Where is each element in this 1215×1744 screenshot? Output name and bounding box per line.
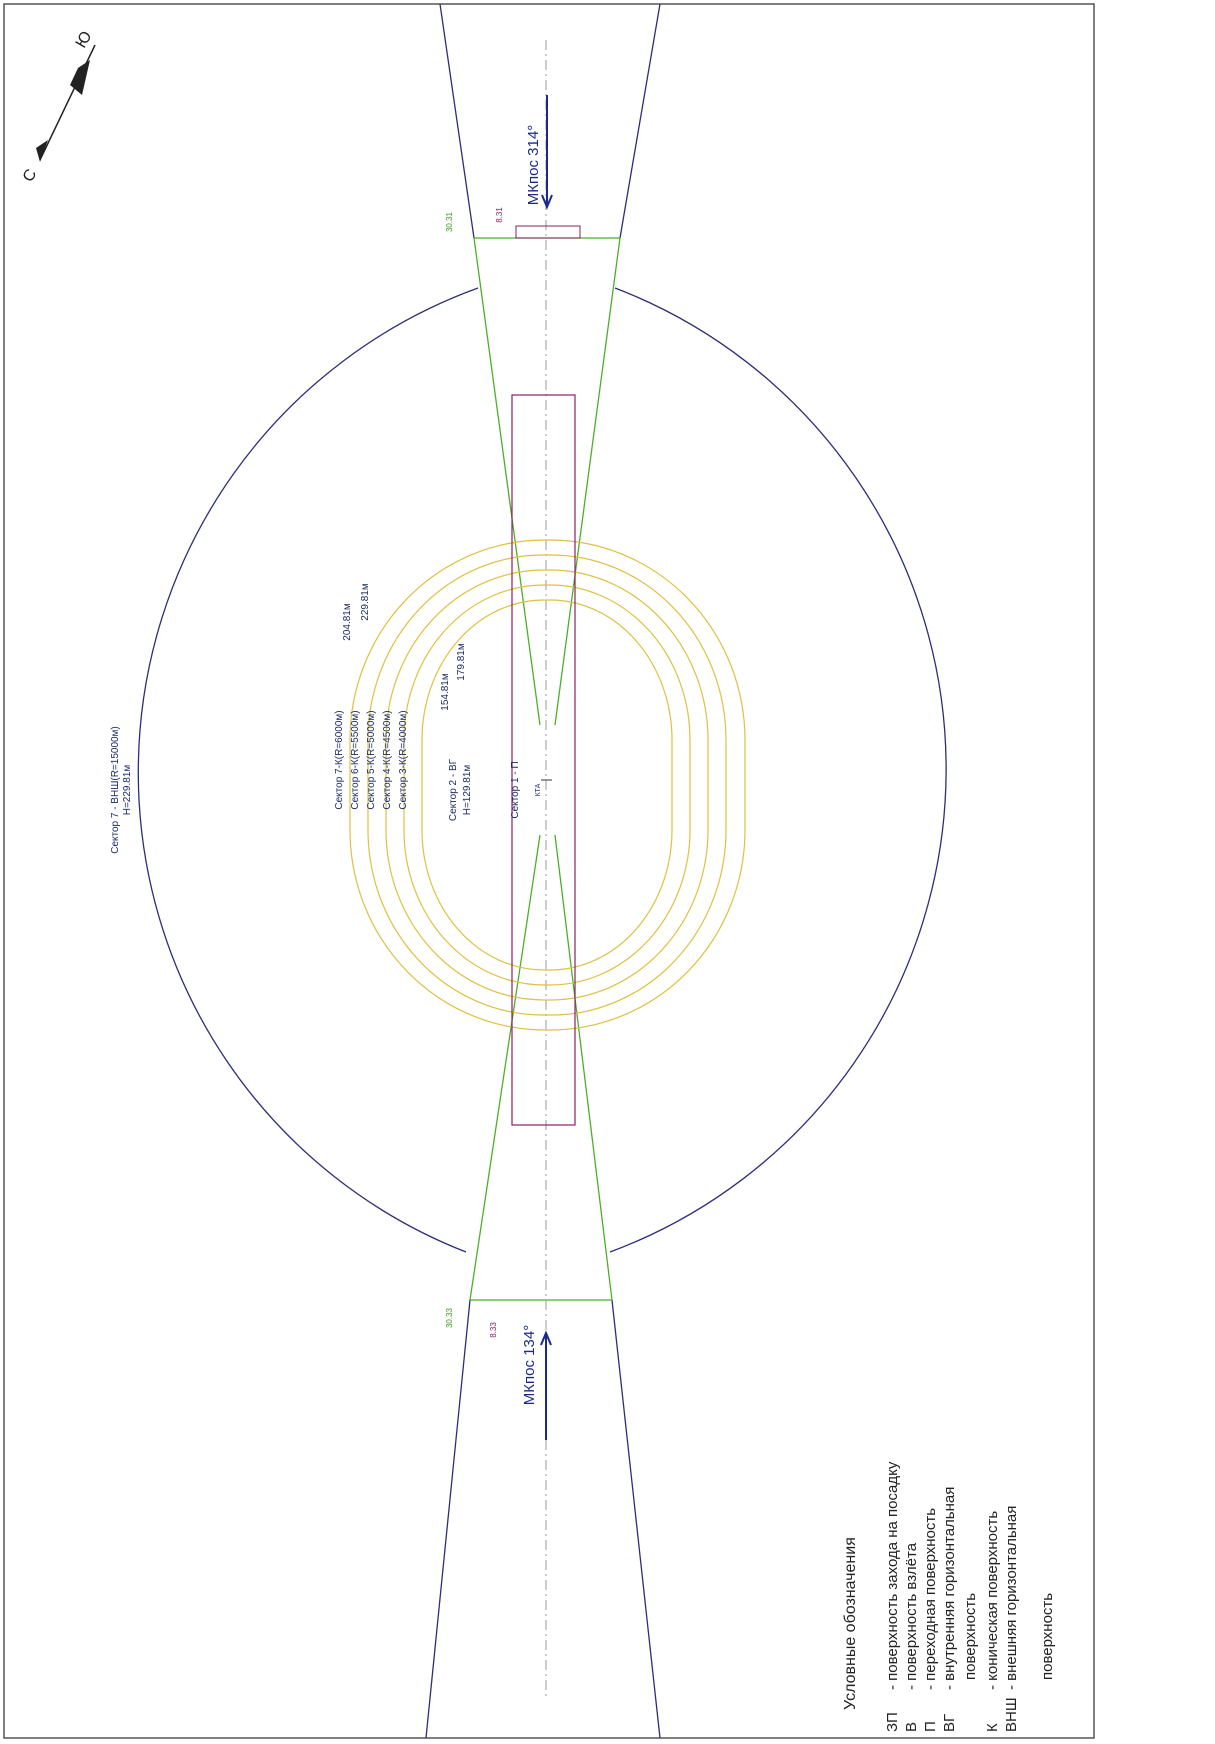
transition-lines <box>469 237 621 1301</box>
legend-text: - коническая поверхность <box>984 1511 1001 1690</box>
label: Сектор 6-К(R=5500м) <box>350 710 361 809</box>
legend-text: поверхность <box>962 1593 979 1680</box>
legend-text: - поверхность захода на посадку <box>884 1461 901 1690</box>
label: 204.81м <box>342 603 353 641</box>
outer-circle-right <box>609 287 947 1253</box>
compass-label: Ю <box>73 28 96 51</box>
legend-code: К <box>984 1723 1001 1732</box>
runway-strip <box>511 394 576 1126</box>
label: Сектор 7 - ВНШ(R=15000м) <box>110 726 121 854</box>
legend-code: ВГ <box>941 1714 958 1732</box>
threshold-box <box>515 225 581 239</box>
approach-lines <box>425 3 661 1739</box>
label: 8.31 <box>495 207 504 223</box>
label: 8.33 <box>489 1322 498 1338</box>
conical-rings <box>349 539 746 1031</box>
legend-code: В <box>903 1722 920 1732</box>
label: 154.81м <box>440 673 451 711</box>
compass-head <box>70 60 90 95</box>
label: Сектор 4-К(R=4500м) <box>382 710 393 809</box>
legend-text: - внутренняя горизонтальная <box>941 1487 958 1690</box>
label: 179.81м <box>456 643 467 681</box>
legend-code: П <box>922 1721 939 1732</box>
label: Сектор 3-К(R=4000м) <box>398 710 409 809</box>
label: КТА <box>535 783 542 796</box>
label: 30.31 <box>445 211 454 232</box>
legend-title: Условные обозначения <box>842 1537 859 1710</box>
label: Сектор 2 - ВГ <box>448 758 459 821</box>
label: МКпос 134° <box>521 1325 538 1405</box>
legend-text: - поверхность взлёта <box>903 1542 920 1690</box>
arrow-bottom <box>540 1330 552 1440</box>
label: МКпос 314° <box>525 125 542 205</box>
label: 229.81м <box>360 583 371 621</box>
label: H=229.81м <box>122 765 133 816</box>
legend-code: ЗП <box>884 1712 901 1732</box>
frame <box>3 3 1095 1739</box>
label: H=129.81м <box>462 765 473 816</box>
arrow-top <box>541 95 553 210</box>
label: Сектор 7-К(R=6000м) <box>334 710 345 809</box>
legend-text: - переходная поверхность <box>922 1508 939 1690</box>
legend-code: ВНШ <box>1003 1697 1020 1732</box>
compass-tail <box>36 140 48 162</box>
label: 30.33 <box>445 1307 454 1328</box>
label: Сектор 1 - П <box>510 761 521 818</box>
legend-text: - внешняя горизонтальная <box>1003 1506 1020 1690</box>
legend-text: поверхность <box>1039 1593 1056 1680</box>
outer-circle-left <box>137 287 479 1253</box>
label: Сектор 5-К(R=5000м) <box>366 710 377 809</box>
